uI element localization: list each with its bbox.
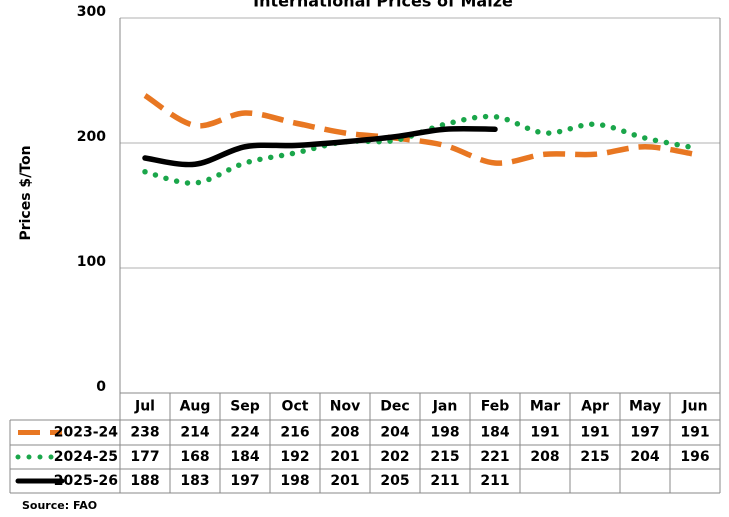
table-value: 168 — [180, 449, 209, 465]
table-value: 208 — [330, 425, 359, 441]
x-tick-label: Sep — [230, 399, 260, 415]
table-value: 184 — [230, 449, 259, 465]
table-value: 204 — [630, 449, 659, 465]
table-value: 204 — [380, 425, 409, 441]
source: Source: FAO — [22, 499, 97, 512]
table-value: 192 — [280, 449, 309, 465]
x-tick-label: Feb — [481, 399, 510, 415]
y-tick-label: 0 — [96, 379, 106, 395]
x-tick-label: Nov — [330, 399, 360, 415]
table-value: 201 — [330, 449, 359, 465]
table-value: 198 — [280, 473, 309, 489]
table-value: 184 — [480, 425, 509, 441]
table-value: 224 — [230, 425, 259, 441]
table-value: 198 — [430, 425, 459, 441]
table-value: 196 — [680, 449, 709, 465]
table-value: 177 — [130, 449, 159, 465]
table-value: 221 — [480, 449, 509, 465]
chart-title: International Prices of Maize — [253, 0, 513, 11]
y-tick-label: 300 — [77, 4, 106, 20]
table-value: 215 — [430, 449, 459, 465]
y-tick-label: 200 — [77, 129, 106, 145]
y-axis-label: Prices $/Ton — [18, 145, 34, 240]
series-line — [143, 93, 696, 166]
y-tick-label: 100 — [77, 254, 106, 270]
x-tick-label: Dec — [380, 399, 409, 415]
legend-label: 2024-25 — [54, 449, 118, 465]
table-value: 197 — [630, 425, 659, 441]
table-value: 216 — [280, 425, 309, 441]
x-tick-label: Jul — [134, 399, 155, 415]
table-value: 208 — [530, 449, 559, 465]
table-value: 191 — [580, 425, 609, 441]
legend-label: 2023-24 — [54, 425, 119, 441]
table-value: 191 — [530, 425, 559, 441]
table-value: 211 — [430, 473, 459, 489]
table-value: 202 — [380, 449, 409, 465]
table-value: 211 — [480, 473, 509, 489]
table-value: 205 — [380, 473, 409, 489]
table-value: 183 — [180, 473, 209, 489]
x-tick-label: Aug — [180, 399, 211, 415]
x-tick-label: Mar — [530, 399, 560, 415]
table-value: 214 — [180, 425, 209, 441]
table-value: 188 — [130, 473, 159, 489]
legend-label: 2025-26 — [54, 473, 118, 489]
series-line — [142, 125, 498, 168]
x-tick-label: Jan — [432, 399, 458, 415]
x-tick-label: May — [629, 399, 661, 415]
x-tick-label: Apr — [581, 399, 609, 415]
x-tick-label: Jun — [681, 399, 707, 415]
x-tick-label: Oct — [282, 399, 309, 415]
table-value: 201 — [330, 473, 359, 489]
table-value: 238 — [130, 425, 159, 441]
table-value: 191 — [680, 425, 709, 441]
table-value: 197 — [230, 473, 259, 489]
table-value: 215 — [580, 449, 609, 465]
